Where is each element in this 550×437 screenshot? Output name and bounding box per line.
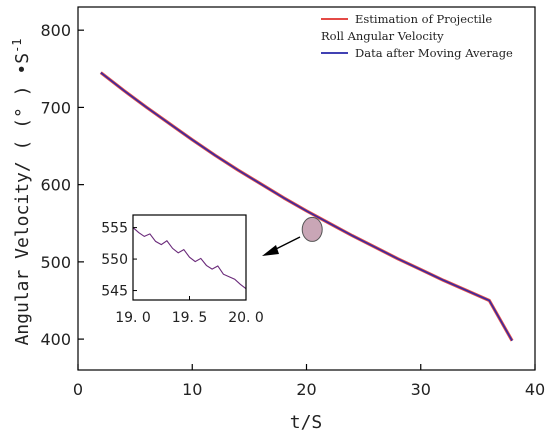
inset-x-tick-label: 19. 5 bbox=[172, 310, 208, 326]
inset-series-line bbox=[132, 227, 247, 290]
x-axis: 0 10 20 30 40 bbox=[73, 364, 545, 399]
x-tick-label: 0 bbox=[73, 380, 83, 399]
y-tick-label: 500 bbox=[40, 253, 71, 272]
inset: 555 550 545 19. 0 19. 5 20. 0 bbox=[101, 214, 264, 326]
inset-y-tick-label: 545 bbox=[101, 284, 128, 300]
x-tick-label: 40 bbox=[525, 380, 545, 399]
y-tick-label: 800 bbox=[40, 21, 71, 40]
y-axis-title: Angular Velocity/ ( (° ) •S-1 bbox=[10, 38, 33, 345]
legend-label-roll: Roll Angular Velocity bbox=[321, 29, 444, 43]
inset-frame bbox=[132, 214, 247, 301]
inset-y-axis: 555 550 545 bbox=[101, 221, 137, 300]
y-axis-title-sup: -1 bbox=[10, 38, 24, 52]
y-axis-title-main: Angular Velocity/ ( (° ) •S bbox=[12, 53, 33, 346]
x-tick-label: 10 bbox=[182, 380, 202, 399]
series-layer bbox=[99, 71, 514, 342]
inset-x-axis: 19. 0 19. 5 20. 0 bbox=[115, 296, 264, 326]
inset-y-tick-label: 550 bbox=[101, 252, 128, 268]
legend-label-estimation: Estimation of Projectile bbox=[355, 12, 492, 26]
inset-x-tick-label: 20. 0 bbox=[228, 310, 264, 326]
legend-label-moving-average: Data after Moving Average bbox=[355, 46, 513, 60]
x-tick-label: 20 bbox=[296, 380, 316, 399]
y-axis: 400 500 600 700 800 bbox=[40, 21, 84, 349]
inset-series-layer bbox=[132, 227, 247, 290]
y-tick-label: 400 bbox=[40, 330, 71, 349]
legend: Estimation of Projectile Roll Angular Ve… bbox=[321, 12, 513, 60]
y-tick-label: 700 bbox=[40, 98, 71, 117]
x-axis-title: t/S bbox=[290, 412, 323, 433]
zoom-arrow-head bbox=[262, 245, 279, 256]
inset-x-tick-label: 19. 0 bbox=[115, 310, 151, 326]
y-tick-label: 600 bbox=[40, 176, 71, 195]
inset-y-tick-label: 555 bbox=[101, 221, 128, 237]
x-tick-label: 30 bbox=[411, 380, 431, 399]
zoom-highlight-ellipse bbox=[301, 216, 323, 242]
